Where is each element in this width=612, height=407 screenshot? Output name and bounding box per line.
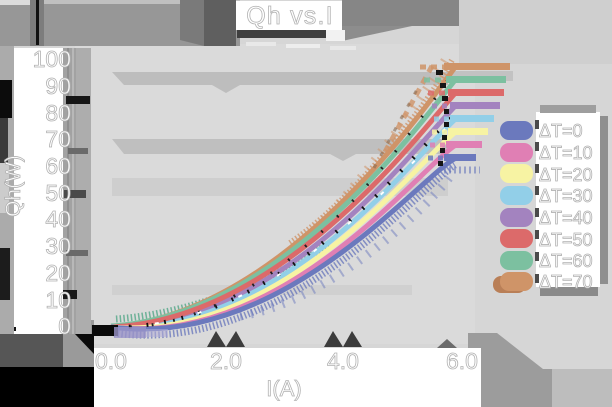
svg-text:100: 100 — [33, 46, 71, 72]
svg-text:ΔT=50: ΔT=50 — [539, 230, 593, 250]
svg-text:80: 80 — [45, 100, 71, 126]
svg-text:ΔT=70: ΔT=70 — [539, 272, 593, 292]
svg-text:ΔT=20: ΔT=20 — [539, 165, 593, 185]
svg-text:ΔT=10: ΔT=10 — [539, 143, 593, 163]
svg-text:20: 20 — [45, 260, 71, 286]
svg-text:ΔT=0: ΔT=0 — [539, 121, 583, 141]
svg-text:2.0: 2.0 — [210, 348, 242, 374]
svg-text:60: 60 — [45, 153, 71, 179]
svg-text:0: 0 — [58, 313, 71, 339]
svg-text:40: 40 — [45, 206, 71, 232]
svg-text:30: 30 — [45, 233, 71, 259]
svg-text:Qh(W): Qh(W) — [2, 155, 25, 217]
svg-text:4.0: 4.0 — [327, 348, 359, 374]
svg-text:ΔT=30: ΔT=30 — [539, 186, 593, 206]
svg-text:50: 50 — [45, 180, 71, 206]
svg-text:6.0: 6.0 — [446, 348, 478, 374]
svg-text:70: 70 — [45, 126, 71, 152]
svg-text:90: 90 — [45, 73, 71, 99]
svg-text:10: 10 — [45, 287, 71, 313]
svg-text:ΔT=60: ΔT=60 — [539, 251, 593, 271]
svg-text:Qh vs.I: Qh vs.I — [246, 2, 334, 30]
svg-text:0.0: 0.0 — [95, 348, 127, 374]
svg-text:ΔT=40: ΔT=40 — [539, 208, 593, 228]
svg-text:I(A): I(A) — [266, 376, 301, 401]
